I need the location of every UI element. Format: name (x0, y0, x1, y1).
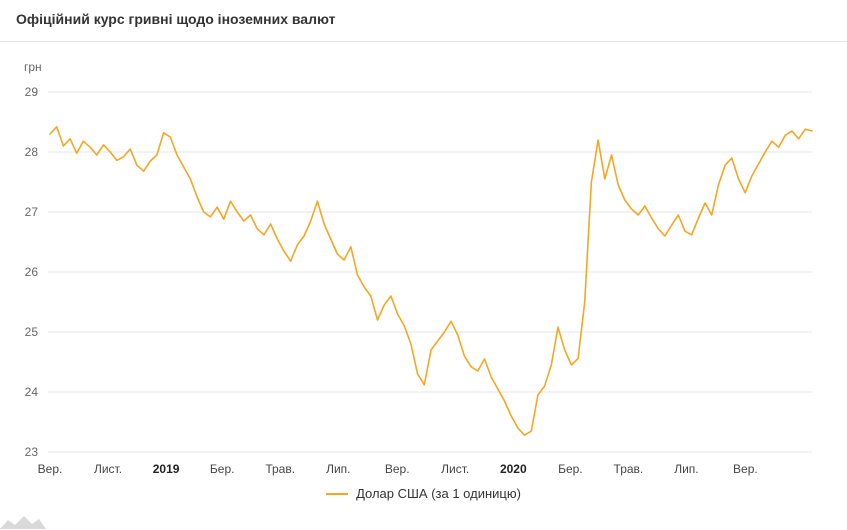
x-tick-label: Лист. (94, 462, 122, 476)
corner-logo-icon (0, 516, 46, 529)
x-tick-label: Лист. (441, 462, 469, 476)
y-tick-label: 24 (25, 385, 39, 399)
x-tick-label: 2020 (500, 462, 527, 476)
y-tick-label: 29 (25, 85, 39, 99)
y-tick-label: 28 (25, 145, 39, 159)
x-tick-label: Бер. (558, 462, 583, 476)
x-tick-label: Вер. (733, 462, 758, 476)
y-axis-unit-label: грн (24, 60, 42, 74)
x-tick-label: Вер. (385, 462, 410, 476)
x-tick-label: 2019 (153, 462, 180, 476)
legend-line-swatch (326, 492, 349, 495)
x-tick-label: Трав. (265, 462, 295, 476)
x-tick-label: Бер. (210, 462, 235, 476)
legend-item-usd[interactable]: Долар США (за 1 одиницю) (0, 486, 847, 501)
legend-label: Долар США (за 1 одиницю) (356, 486, 521, 501)
x-tick-label: Лип. (326, 462, 350, 476)
x-tick-label: Вер. (38, 462, 63, 476)
y-tick-label: 23 (25, 445, 39, 459)
y-tick-label: 27 (25, 205, 39, 219)
exchange-rate-chart: грн 29 28 27 26 25 24 23 Вер. Лист. 2019 Бер. Трав.… (0, 42, 847, 530)
x-tick-label: Трав. (614, 462, 644, 476)
series-line-usd (49, 126, 813, 437)
page-header: Офіційний курс гривні щодо іноземних вал… (0, 0, 847, 42)
y-tick-label: 25 (25, 325, 39, 339)
y-tick-label: 26 (25, 265, 39, 279)
chart-plot-area[interactable]: 29 28 27 26 25 24 23 Вер. Лист. 2019 Бер. Трав. Лип.… (0, 42, 847, 530)
page-title: Офіційний курс гривні щодо іноземних вал… (16, 11, 336, 27)
x-tick-label: Лип. (674, 462, 698, 476)
